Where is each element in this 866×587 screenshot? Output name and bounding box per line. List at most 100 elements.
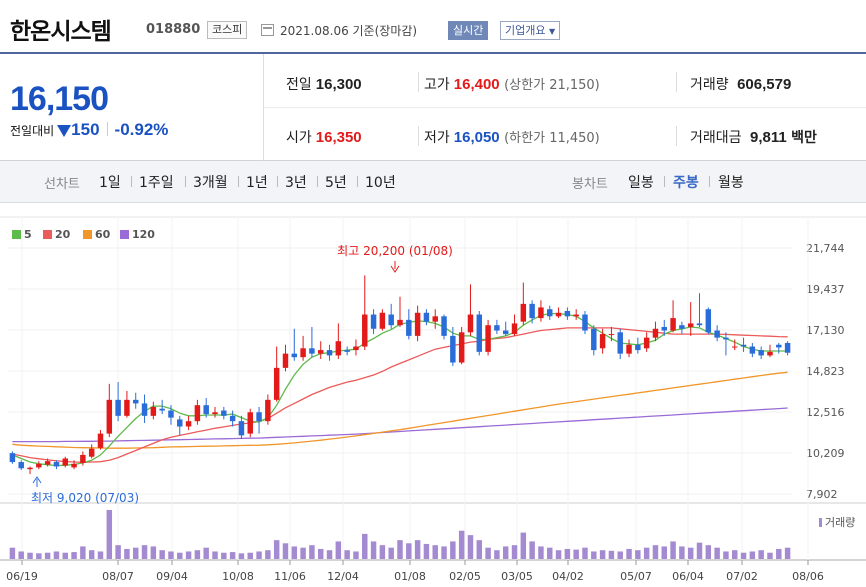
candle-body: [212, 412, 218, 415]
change-percent: -0.92%: [114, 120, 169, 139]
volume-bar: [458, 530, 465, 559]
volume-bar: [388, 547, 394, 559]
candle-body: [141, 403, 148, 416]
volume-bar: [617, 551, 623, 559]
volume-bar: [194, 550, 201, 559]
company-overview-dropdown[interactable]: 기업개요 ▼: [500, 21, 561, 40]
candlestick-chart[interactable]: 21,744 19,437 17,130 14,823 12,516 10,209 7,90…: [0, 203, 866, 587]
prev-close-value: 16,300: [315, 76, 362, 93]
volume-bar: [520, 532, 527, 559]
candle-body: [36, 463, 42, 468]
volume-bar: [687, 547, 694, 559]
chart-period-bar: 선차트 1일 1주일 3개월 1년 3년 5년 10년 봉차트 일봉 주봉 월봉: [0, 161, 866, 203]
x-tick-label: 04/02: [552, 570, 584, 583]
stock-header: 한온시스템 018880 코스피 2021.08.06 기준(장마감) 실시간 …: [0, 0, 866, 52]
volume-bar: [27, 552, 33, 559]
candle-body: [221, 410, 227, 416]
volume-bar: [265, 550, 271, 559]
volume-bar: [767, 552, 773, 559]
volume-bar: [591, 551, 597, 559]
volume-bar: [714, 547, 720, 559]
volume-bar: [9, 547, 16, 559]
candle-body: [106, 399, 113, 434]
high-value: 16,400: [453, 76, 500, 93]
volume-value: 606,579: [737, 76, 792, 93]
volume-bar: [696, 542, 703, 559]
candle-monthly[interactable]: 월봉: [718, 175, 744, 191]
low-value: 16,050: [453, 129, 500, 146]
period-3month[interactable]: 3개월: [193, 175, 228, 191]
max-arrow-icon: [390, 265, 400, 273]
candle-body: [18, 462, 24, 469]
volume: 거래량 606,579: [690, 74, 791, 94]
volume-bar: [635, 550, 641, 559]
legend-ma120-label: 120: [132, 228, 155, 241]
volume-bar: [547, 547, 553, 559]
volume-bar: [229, 552, 236, 559]
x-tick-label: 11/06: [274, 570, 306, 583]
candle-body: [617, 332, 623, 354]
candle-weekly[interactable]: 주봉: [673, 175, 699, 191]
x-tick-label: 05/07: [620, 570, 652, 583]
candle-daily[interactable]: 일봉: [628, 175, 654, 191]
candle-body: [608, 334, 615, 336]
volume-bar: [705, 545, 712, 559]
volume-bar: [511, 545, 518, 559]
candle-body: [132, 399, 139, 404]
legend-ma20-label: 20: [55, 228, 71, 241]
low-price: 저가 16,050 (하한가 11,450): [424, 127, 600, 147]
period-10year[interactable]: 10년: [365, 175, 396, 191]
candle-body: [388, 314, 394, 326]
volume-bar: [494, 550, 500, 559]
volume-bar: [18, 551, 24, 559]
legend-ma120: 120: [120, 228, 155, 241]
legend-swatch: [43, 230, 52, 239]
volume-legend-label: 거래량: [825, 516, 855, 529]
calendar-icon: [261, 24, 274, 36]
quote-panel: 16,150 전일대비 150 -0.92% 전일 16,300 고가 16,400 (…: [0, 52, 866, 161]
candle-body: [353, 346, 359, 351]
volume-bar: [62, 552, 68, 559]
divider: [185, 176, 186, 187]
volume-bar: [168, 551, 174, 559]
volume-bar: [256, 551, 262, 559]
candle-body: [538, 307, 544, 319]
realtime-button[interactable]: 실시간: [448, 21, 489, 40]
volume-bar: [564, 548, 571, 559]
candle-body: [520, 303, 527, 322]
candle-body: [150, 406, 157, 416]
divider: [264, 107, 866, 108]
candle-body: [300, 348, 306, 358]
legend-swatch: [120, 230, 129, 239]
volume-bar: [317, 548, 324, 559]
divider: [317, 176, 318, 187]
candle-body: [406, 319, 412, 336]
x-tick-label: 06/19: [6, 570, 38, 583]
volume-bar: [300, 547, 306, 559]
period-1day[interactable]: 1일: [99, 175, 121, 191]
volume-bar: [291, 546, 298, 559]
down-triangle-icon: [57, 125, 72, 137]
candle-body: [582, 314, 588, 331]
prev-close-label: 전일: [286, 77, 312, 93]
volume-bar: [441, 546, 447, 559]
period-1year[interactable]: 1년: [246, 175, 268, 191]
volume-bar: [608, 550, 615, 559]
candle-body: [326, 350, 333, 356]
y-tick-label: 17,130: [806, 324, 845, 337]
candle-body: [529, 303, 535, 319]
volume-bar: [273, 540, 280, 559]
y-tick-label: 7,902: [806, 488, 838, 501]
y-tick-label: 12,516: [806, 406, 845, 419]
period-1week[interactable]: 1주일: [139, 175, 174, 191]
divider: [418, 126, 419, 146]
candle-body: [626, 344, 632, 354]
candle-body: [714, 330, 720, 338]
divider: [664, 176, 665, 187]
period-3year[interactable]: 3년: [285, 175, 307, 191]
open-value: 16,350: [315, 129, 362, 146]
legend-ma60-label: 60: [95, 228, 111, 241]
candle-body: [723, 337, 729, 340]
candle-body: [652, 328, 659, 338]
period-5year[interactable]: 5년: [325, 175, 347, 191]
